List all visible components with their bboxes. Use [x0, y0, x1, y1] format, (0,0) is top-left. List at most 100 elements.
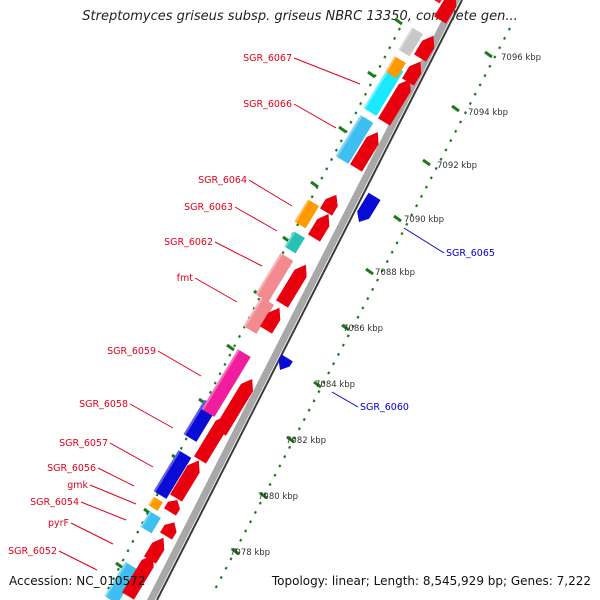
leader-line: [157, 350, 202, 377]
gene-sgr-6062-shine: [255, 253, 283, 296]
forward-gene-arrow: [122, 554, 154, 600]
leader-line: [109, 442, 154, 468]
gene-sgr-6057: [153, 450, 192, 499]
gene-label-sgr-6059: SGR_6059: [107, 346, 156, 357]
gene-label-sgr-6064: SGR_6064: [198, 175, 247, 186]
major-tick: [338, 125, 347, 134]
gene-label-sgr-6057: SGR_6057: [59, 438, 108, 449]
major-tick: [259, 491, 268, 500]
gene-sgr-6058-shine: [183, 399, 207, 436]
gene-label-sgr-6060: SGR_6060: [360, 402, 409, 413]
gene-fmt-shine: [243, 297, 264, 328]
gene-sgr-6057-shine: [153, 450, 181, 493]
gene-pyrf: [140, 511, 161, 534]
scale-label: 7092 kbp: [437, 161, 477, 171]
scale-label: 7090 kbp: [404, 215, 444, 225]
major-tick: [365, 267, 374, 276]
leader-line: [80, 501, 127, 521]
right-tick-line: [211, 27, 511, 596]
gene-sgr-6054: [148, 496, 163, 511]
gene-gray-shine: [398, 27, 414, 51]
gene-labels: SGR_6067 SGR_6066 SGR_6064 SGR_6063 SGR_6062…: [8, 53, 495, 571]
major-tick: [313, 380, 322, 389]
scale-label: 7094 kbp: [468, 108, 508, 118]
forward-gene-arrow: [144, 537, 165, 564]
major-tick: [226, 343, 235, 352]
genome-backbone: [147, 0, 463, 600]
leader-line: [234, 206, 278, 232]
gene-sgr-6052-shine: [104, 561, 128, 598]
topology-text: Topology: linear; Length: 8,545,929 bp; …: [271, 574, 591, 588]
gene-sgr-6067-shine: [385, 56, 397, 73]
leader-line: [97, 467, 135, 487]
leader-line: [248, 179, 293, 207]
leader-line: [214, 241, 263, 267]
gene-sgr-6059: [201, 349, 251, 417]
major-tick: [341, 323, 350, 332]
leader-line: [331, 391, 359, 408]
scale-label: 7082 kbp: [286, 436, 326, 446]
leader-line: [403, 227, 445, 254]
backbone-edge: [156, 0, 463, 600]
major-tick: [422, 158, 431, 167]
accession-text: Accession: NC_010572: [9, 574, 146, 588]
forward-gene-arrow: [434, 0, 457, 24]
gene-label-gmk: gmk: [67, 480, 88, 491]
gene-sgr-6063: [284, 231, 305, 254]
major-tick: [393, 214, 402, 223]
scale-label: 7080 kbp: [258, 492, 298, 502]
gene-sgr-6059-shine: [201, 349, 240, 411]
forward-gene-arrow: [402, 61, 422, 86]
left-tick-line: [104, 27, 401, 596]
gene-label-pyrf: pyrF: [48, 518, 69, 529]
scale-label: 7078 kbp: [230, 548, 270, 558]
scale-label: 7084 kbp: [315, 380, 355, 390]
gene-gray: [398, 27, 424, 57]
gene-pyrf-shine: [140, 511, 152, 528]
gene-sgr-6065: [357, 192, 381, 222]
leader-line: [293, 103, 337, 129]
gene-sgr-6066: [335, 115, 374, 164]
gene-label-sgr-6065: SGR_6065: [446, 248, 495, 259]
gene-label-sgr-6062: SGR_6062: [164, 237, 213, 248]
leader-line: [194, 277, 238, 303]
gene-features: [104, 0, 457, 600]
major-tick: [231, 547, 240, 556]
forward-gene-arrow: [260, 307, 281, 334]
scale-label: 7088 kbp: [375, 268, 415, 278]
map-title: Streptomyces griseus subsp. griseus NBRC…: [82, 9, 518, 24]
gene-sgr-6063-shine: [284, 231, 296, 248]
forward-gene-arrow: [350, 132, 379, 172]
scale-labels: 7078 kbp 7080 kbp 7082 kbp 7084 kbp 7086 kbp…: [230, 53, 541, 558]
forward-gene-arrow: [308, 214, 330, 242]
gene-label-sgr-6056: SGR_6056: [47, 463, 96, 474]
leader-line: [293, 57, 361, 85]
gene-sgr-6066b: [363, 63, 404, 116]
forward-gene-arrow: [414, 35, 435, 62]
gene-sgr-6064-shine: [294, 199, 310, 223]
leader-line: [58, 550, 98, 571]
kbp-tick-marks: [104, 17, 511, 596]
scale-label: 7086 kbp: [343, 324, 383, 334]
forward-gene-arrow: [160, 522, 177, 540]
major-tick: [451, 104, 460, 113]
gene-sgr-6064: [294, 199, 320, 229]
gene-sgr-6054-shine: [148, 496, 155, 507]
major-tick: [367, 70, 376, 79]
gene-label-sgr-6052: SGR_6052: [8, 546, 57, 557]
gene-top-red: [434, 0, 442, 4]
gene-sgr-6052: [104, 561, 139, 600]
forward-gene-arrow: [170, 460, 200, 502]
gene-label-sgr-6067: SGR_6067: [243, 53, 292, 64]
gene-sgr-6060: [278, 354, 293, 370]
major-tick: [394, 17, 403, 26]
gene-label-sgr-6058: SGR_6058: [79, 399, 128, 410]
gene-sgr-6066b-shine: [363, 63, 393, 110]
major-tick: [310, 180, 319, 189]
forward-gene-arrow: [320, 194, 338, 216]
forward-gene-arrow: [378, 79, 411, 126]
gene-label-sgr-6054: SGR_6054: [30, 497, 79, 508]
forward-gene-arrow: [276, 264, 307, 308]
gene-sgr-6066-shine: [335, 115, 363, 158]
